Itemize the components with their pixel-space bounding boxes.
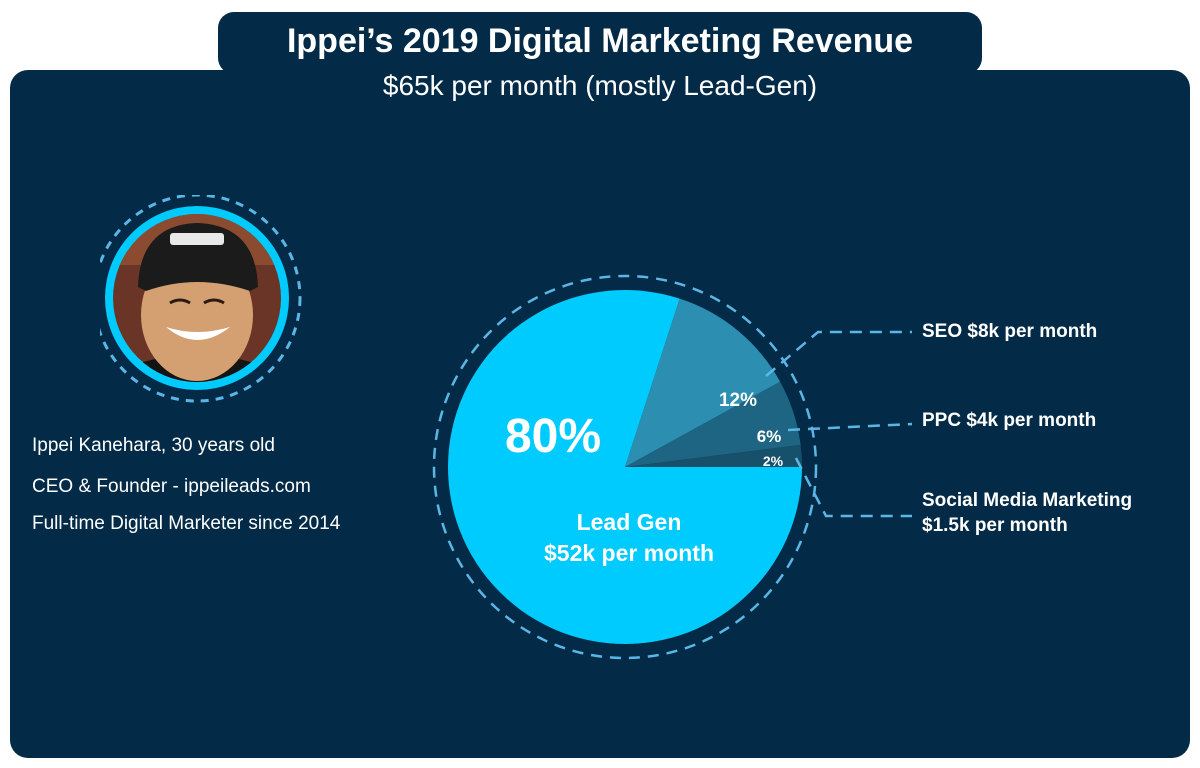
seo-percent-label: 12% (719, 390, 757, 411)
lead-gen-name-label: Lead Gen (577, 509, 682, 535)
seo-leader-line (765, 330, 912, 377)
lead-gen-value-label: $52k per month (544, 540, 714, 566)
lead-gen-slice (448, 289, 802, 644)
ppc-percent-label: 6% (757, 427, 782, 446)
page-subtitle: $65k per month (mostly Lead-Gen) (382, 70, 818, 101)
pie-dashed-ring (432, 274, 818, 660)
seo-slice (625, 298, 781, 467)
page-title: Ippei’s 2019 Digital Marketing Revenue (286, 22, 914, 60)
avatar (92, 193, 310, 405)
lead-gen-percent-label: 80% (505, 410, 601, 463)
ppc-leader-line (787, 422, 913, 432)
profile-role: CEO & Founder - ippeileads.com (32, 476, 311, 497)
social-slice (625, 444, 802, 467)
profile-experience: Full-time Digital Marketer since 2014 (32, 513, 341, 534)
legend-social-name: Social Media Marketing (922, 490, 1133, 511)
ppc-slice (625, 381, 801, 467)
social-percent-label: 2% (763, 453, 784, 469)
legend-ppc: PPC $4k per month (922, 410, 1097, 431)
avatar-dashed-ring (92, 193, 302, 403)
title-tab (218, 12, 982, 74)
legend-social-value: $1.5k per month (922, 515, 1068, 536)
legend-seo: SEO $8k per month (922, 321, 1098, 342)
profile-name-age: Ippei Kanehara, 30 years old (32, 435, 275, 456)
social-leader-line (794, 457, 912, 518)
